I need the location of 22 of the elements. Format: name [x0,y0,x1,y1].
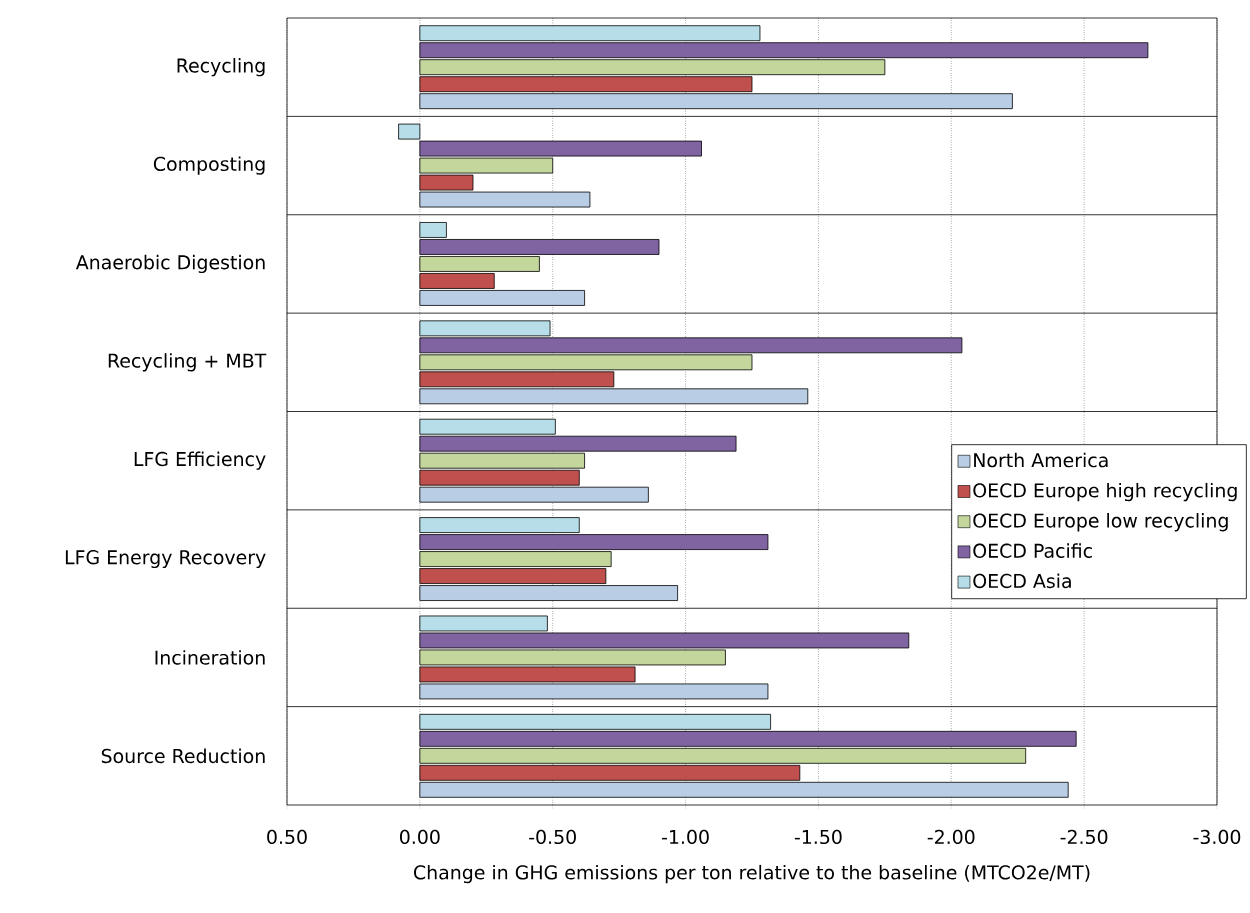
x-tick-label: -3.00 [1193,829,1241,845]
legend-label: OECD Pacific [973,543,1092,558]
x-tick-label: -1.50 [794,829,842,845]
legend-label: OECD Asia [973,573,1071,589]
x-tick-label: 0.00 [400,829,440,845]
x-tick-label: -2.50 [1060,829,1108,845]
y-tick-label: Composting [153,156,265,175]
y-tick-label: Anaerobic Digestion [75,254,265,274]
y-tick-label: Recycling [177,58,265,77]
legend-label: OECD Europe high recycling [973,482,1237,502]
legend-label: North America [974,452,1108,468]
y-tick-label: LFG Efficiency [134,451,266,470]
x-tick-label: 0.50 [267,829,307,845]
x-tick-label: -1.00 [662,829,709,845]
x-tick-label: -0.50 [529,829,576,845]
legend-label: OECD Europe low recycling [973,513,1228,532]
y-tick-label: LFG Energy Recovery [65,550,266,569]
y-tick-label: Incineration [155,650,265,665]
x-tick-label: -2.00 [927,829,975,845]
y-tick-label: Source Reduction [101,748,265,764]
x-axis-title: Change in GHG emissions per ton relative to the baseline (MTCO2e/MT) [414,864,1090,884]
y-tick-label: Recycling + MBT [108,353,267,372]
